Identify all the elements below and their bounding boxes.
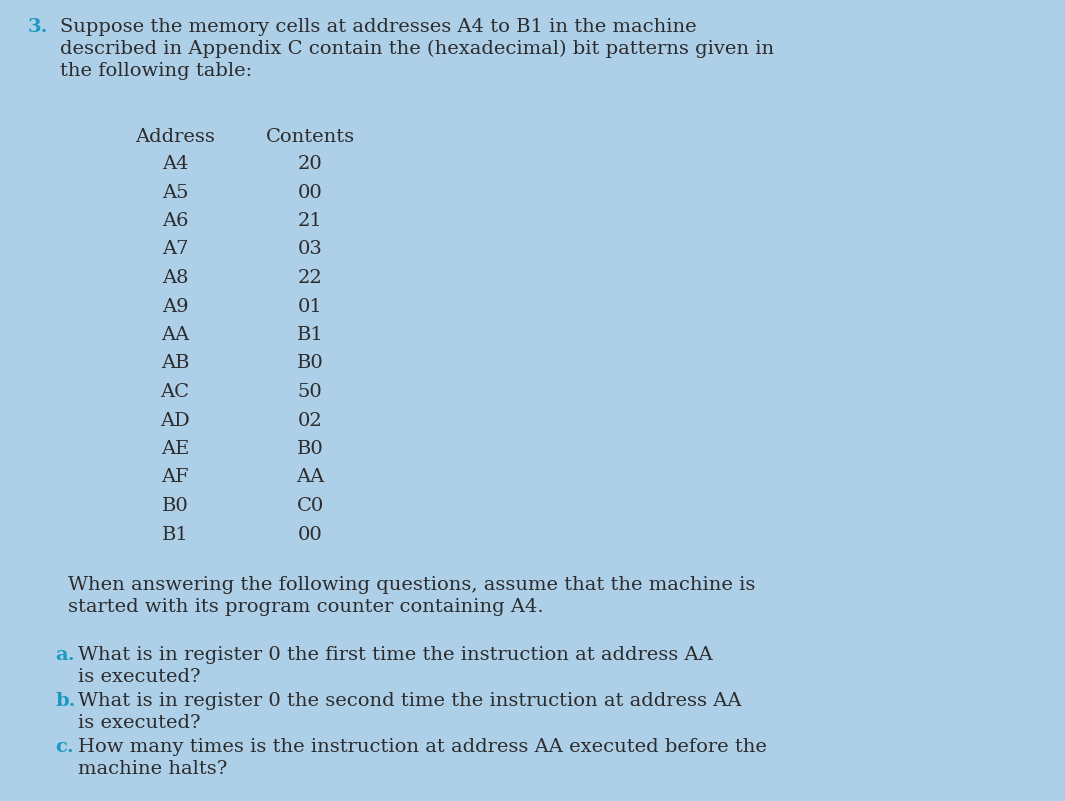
Text: AE: AE bbox=[161, 440, 190, 458]
Text: B0: B0 bbox=[297, 440, 324, 458]
Text: AD: AD bbox=[160, 412, 190, 429]
Text: How many times is the instruction at address AA executed before the: How many times is the instruction at add… bbox=[78, 738, 767, 756]
Text: B1: B1 bbox=[162, 525, 189, 544]
Text: started with its program counter containing A4.: started with its program counter contain… bbox=[68, 598, 543, 616]
Text: A9: A9 bbox=[162, 297, 189, 316]
Text: a.: a. bbox=[55, 646, 75, 664]
Text: is executed?: is executed? bbox=[78, 714, 200, 732]
Text: described in Appendix C contain the (hexadecimal) bit patterns given in: described in Appendix C contain the (hex… bbox=[60, 40, 774, 58]
Text: AA: AA bbox=[161, 326, 190, 344]
Text: 21: 21 bbox=[297, 212, 323, 230]
Text: A5: A5 bbox=[162, 183, 189, 202]
Text: 03: 03 bbox=[297, 240, 323, 259]
Text: A4: A4 bbox=[162, 155, 189, 173]
Text: 3.: 3. bbox=[28, 18, 49, 36]
Text: machine halts?: machine halts? bbox=[78, 760, 227, 778]
Text: 01: 01 bbox=[297, 297, 323, 316]
Text: the following table:: the following table: bbox=[60, 62, 252, 80]
Text: AC: AC bbox=[161, 383, 190, 401]
Text: When answering the following questions, assume that the machine is: When answering the following questions, … bbox=[68, 576, 755, 594]
Text: 50: 50 bbox=[297, 383, 323, 401]
Text: A6: A6 bbox=[162, 212, 189, 230]
Text: What is in register 0 the second time the instruction at address AA: What is in register 0 the second time th… bbox=[78, 692, 741, 710]
Text: 22: 22 bbox=[297, 269, 323, 287]
Text: A7: A7 bbox=[162, 240, 189, 259]
Text: What is in register 0 the first time the instruction at address AA: What is in register 0 the first time the… bbox=[78, 646, 712, 664]
Text: B0: B0 bbox=[297, 355, 324, 372]
Text: Contents: Contents bbox=[265, 128, 355, 146]
Text: AB: AB bbox=[161, 355, 190, 372]
Text: c.: c. bbox=[55, 738, 73, 756]
Text: C0: C0 bbox=[296, 497, 324, 515]
Text: A8: A8 bbox=[162, 269, 189, 287]
Text: B0: B0 bbox=[162, 497, 189, 515]
Text: is executed?: is executed? bbox=[78, 668, 200, 686]
Text: Suppose the memory cells at addresses A4 to B1 in the machine: Suppose the memory cells at addresses A4… bbox=[60, 18, 697, 36]
Text: b.: b. bbox=[55, 692, 76, 710]
Text: B1: B1 bbox=[297, 326, 324, 344]
Text: AA: AA bbox=[296, 469, 324, 486]
Text: 00: 00 bbox=[297, 183, 323, 202]
Text: 02: 02 bbox=[297, 412, 323, 429]
Text: 00: 00 bbox=[297, 525, 323, 544]
Text: 20: 20 bbox=[297, 155, 323, 173]
Text: Address: Address bbox=[135, 128, 215, 146]
Text: AF: AF bbox=[161, 469, 189, 486]
